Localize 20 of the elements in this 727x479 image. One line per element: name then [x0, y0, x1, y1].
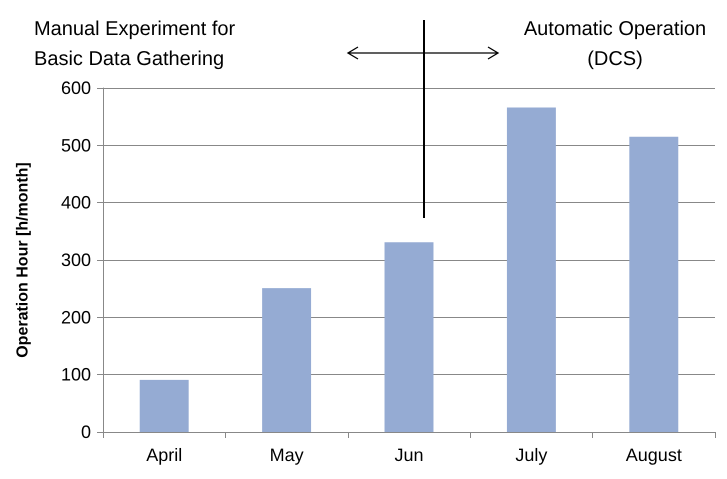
- y-tick-label: 500: [60, 135, 91, 156]
- y-tick-label: 600: [60, 78, 91, 98]
- y-tick-label: 300: [60, 250, 91, 270]
- x-tick-label: April: [146, 445, 182, 465]
- text: Manual Experiment for Basic Data Gathering: [34, 18, 236, 70]
- bar: [140, 380, 189, 432]
- x-tick-label: August: [626, 445, 682, 465]
- y-axis-title: Operation Hour [h/month]: [14, 162, 32, 358]
- y-tick-label: 100: [60, 364, 91, 385]
- x-tick-label: July: [515, 445, 548, 465]
- y-tick-label: 0: [80, 422, 91, 442]
- bar: [506, 107, 556, 432]
- bar: [384, 242, 434, 432]
- bar: [629, 136, 678, 432]
- x-tick-label: Jun: [394, 445, 424, 465]
- y-tick-label: 400: [60, 192, 91, 213]
- bar: [262, 288, 312, 432]
- x-tick-label: May: [270, 445, 304, 465]
- y-tick-label: 200: [60, 307, 91, 328]
- text: Automatic Operation (DCS): [524, 18, 706, 70]
